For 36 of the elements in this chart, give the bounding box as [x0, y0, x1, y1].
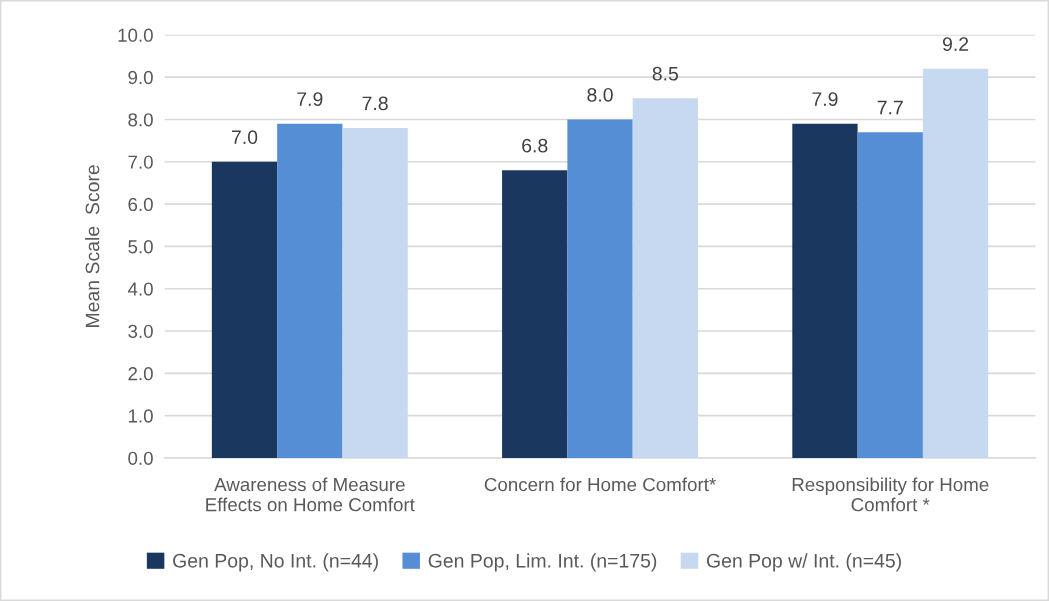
- bar: [922, 68, 989, 458]
- data-label: 6.8: [522, 138, 548, 153]
- bar: [567, 119, 633, 458]
- y-tick-label: 7.0: [128, 155, 153, 169]
- x-tick-label: Awareness of Measure Effects on Home Comfort: [206, 477, 415, 512]
- bar: [502, 170, 568, 458]
- data-label: 8.0: [587, 87, 613, 102]
- y-tick-label: 1.0: [128, 409, 153, 423]
- bar: [277, 123, 343, 458]
- data-label: 7.8: [362, 96, 388, 111]
- y-tick-label: 2.0: [128, 367, 153, 381]
- y-tick-label: 0.0: [128, 451, 153, 465]
- y-tick-label: 10.0: [118, 28, 153, 42]
- y-tick-label: 6.0: [128, 197, 153, 212]
- data-label: 7.7: [877, 100, 903, 115]
- bar: [211, 161, 278, 458]
- bar: [792, 123, 858, 458]
- bar: [342, 127, 408, 458]
- legend-label: Gen Pop, Lim. Int. (n=175): [428, 553, 657, 572]
- y-tick-label: 8.0: [128, 113, 153, 127]
- x-tick-label: Concern for Home Comfort*: [484, 477, 716, 492]
- data-label: 9.2: [942, 37, 969, 51]
- data-label: 7.9: [297, 92, 323, 106]
- data-label: 7.9: [812, 92, 838, 106]
- data-label: 8.5: [652, 66, 679, 81]
- legend-label: Gen Pop w/ Int. (n=45): [706, 553, 901, 572]
- y-tick-label: 3.0: [128, 324, 153, 339]
- data-label: 7.0: [231, 130, 258, 145]
- bar: [632, 98, 698, 458]
- y-axis-title: Mean Scale Score: [85, 165, 100, 327]
- legend-label: Gen Pop, No Int. (n=44): [173, 553, 378, 572]
- x-tick-label: Responsibility for Home Comfort *: [792, 477, 989, 512]
- y-tick-label: 5.0: [128, 240, 153, 254]
- bar: [857, 132, 923, 458]
- y-tick-label: 9.0: [128, 70, 153, 85]
- y-tick-label: 4.0: [127, 282, 153, 296]
